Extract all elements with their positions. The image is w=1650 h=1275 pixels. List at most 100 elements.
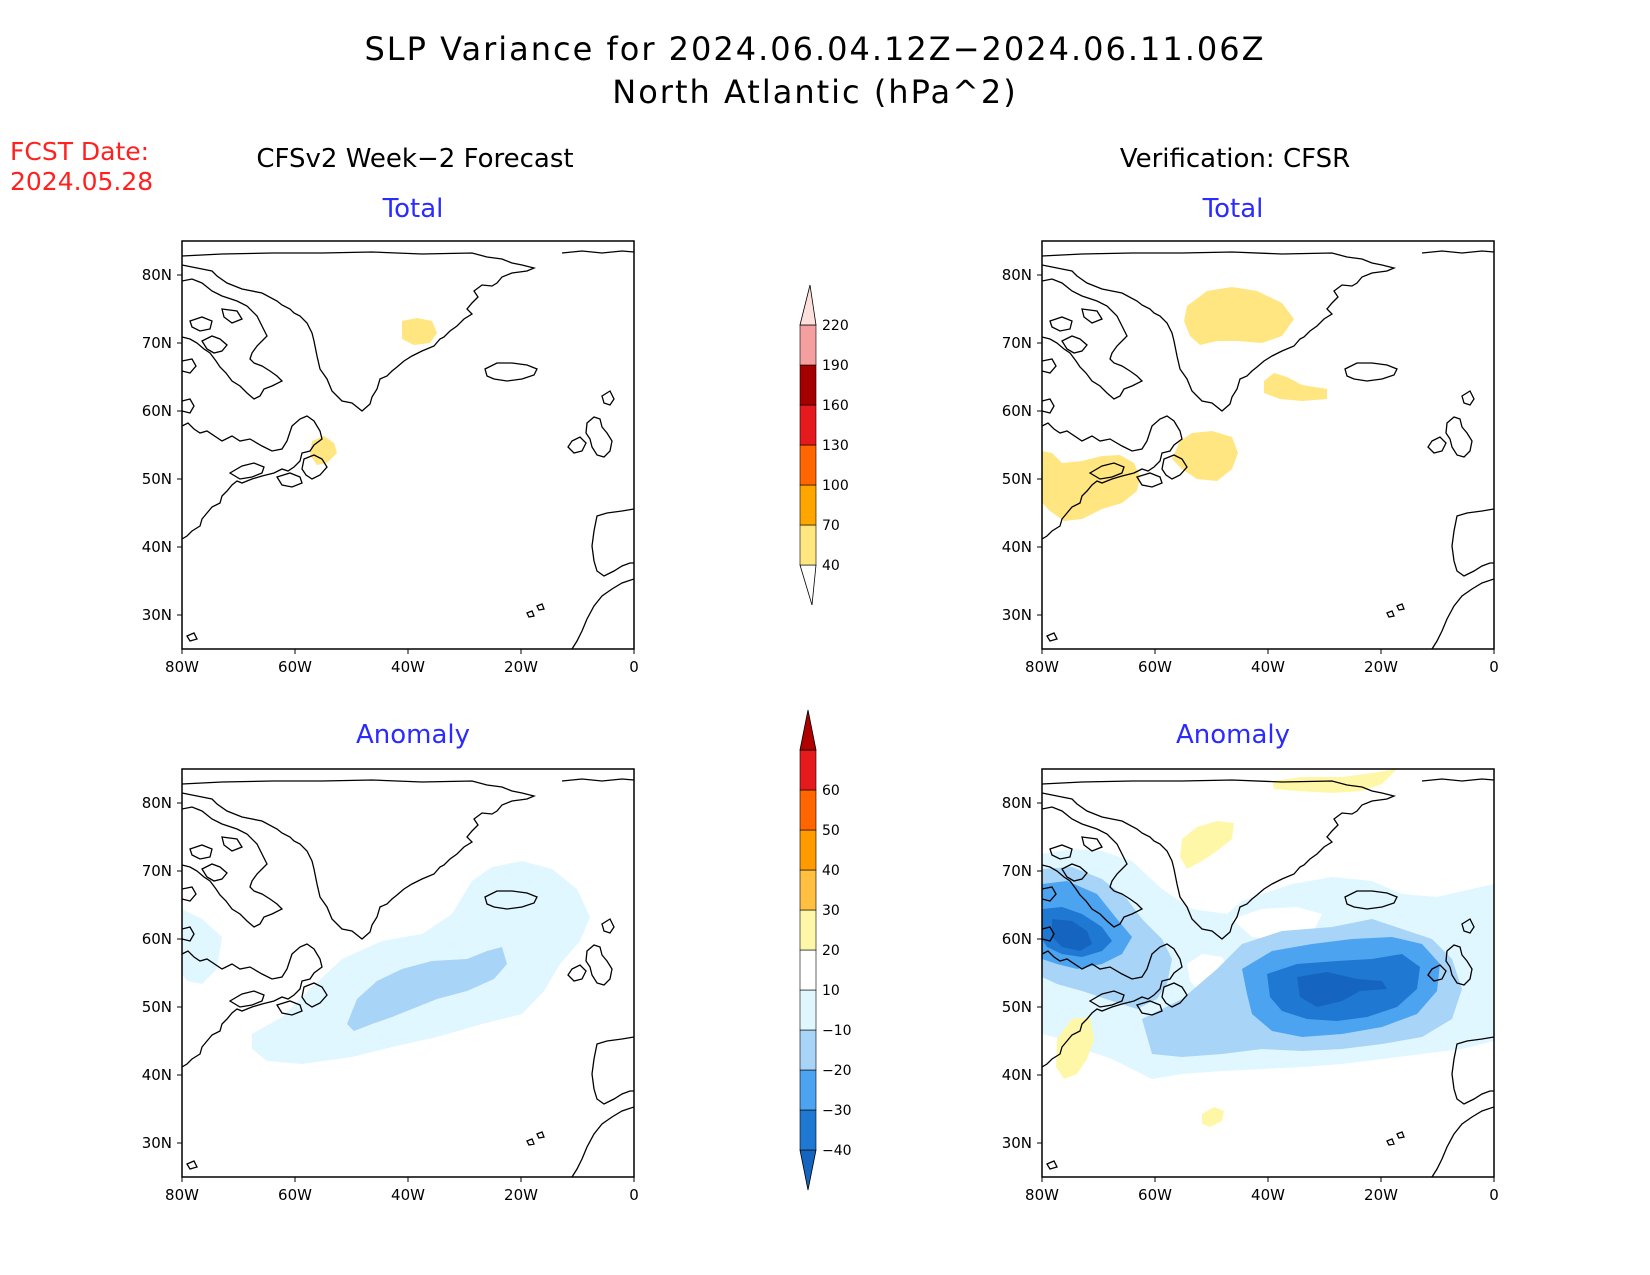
colorbar-level-label: −30 (822, 1103, 852, 1119)
lon-tick-label: 60W (1138, 658, 1172, 676)
lon-tick-label: 0 (629, 1186, 639, 1204)
colorbar-level-label: 220 (822, 318, 849, 334)
lon-tick-label: 40W (1251, 1186, 1285, 1204)
shade-region (1172, 431, 1238, 481)
panel-title-bottom-right: Anomaly (1176, 720, 1290, 750)
lon-tick-label: 20W (1364, 658, 1398, 676)
colorbar-segment (799, 484, 817, 526)
colorbar-level-label: 20 (822, 943, 840, 959)
colorbar-level-label: 30 (822, 903, 840, 919)
colorbar-segment (799, 909, 817, 951)
lon-tick-label: 0 (1489, 1186, 1499, 1204)
map-panel-forecast-anomaly (181, 768, 635, 1178)
shade-region (1297, 972, 1387, 1007)
shade-region (1180, 821, 1234, 869)
lat-tick-label: 70N (1002, 862, 1032, 880)
colorbar-segment (799, 1109, 817, 1151)
colorbar-segment (799, 989, 817, 1031)
lat-tick-label: 50N (1002, 470, 1032, 488)
lon-tick-label: 60W (1138, 1186, 1172, 1204)
lon-tick-label: 0 (1489, 658, 1499, 676)
lat-tick-label: 30N (1002, 1134, 1032, 1152)
colorbar-segment (799, 829, 817, 871)
shade-region (402, 318, 437, 345)
colorbar-level-label: −40 (822, 1143, 852, 1159)
lon-tick-label: 80W (165, 1186, 199, 1204)
lon-tick-label: 80W (165, 658, 199, 676)
colorbar-level-label: −20 (822, 1063, 852, 1079)
lon-tick-label: 0 (629, 658, 639, 676)
colorbar-level-label: 100 (822, 478, 849, 494)
colorbar-level-label: −10 (822, 1023, 852, 1039)
lon-tick-label: 40W (391, 1186, 425, 1204)
lat-tick-label: 50N (1002, 998, 1032, 1016)
colorbar-level-label: 10 (822, 983, 840, 999)
lat-tick-label: 70N (142, 862, 172, 880)
colorbar-segment (799, 404, 817, 446)
lon-tick-label: 20W (1364, 1186, 1398, 1204)
lat-tick-label: 60N (142, 930, 172, 948)
map-frame (181, 240, 635, 650)
colorbar-tail (799, 564, 817, 606)
colorbar-segment (799, 1069, 817, 1111)
colorbar-segment (799, 444, 817, 486)
panel-title-bottom-left: Anomaly (356, 720, 470, 750)
figure-title-line2: North Atlantic (hPa^2) (612, 73, 1017, 111)
colorbar-segment (799, 749, 817, 791)
axis-labels: 80N 70N 60N 50N 40N 30N 80W 60W 40W 20W 0 80N 70N 60N… (142, 266, 1499, 1204)
lat-tick-label: 80N (142, 794, 172, 812)
lat-tick-label: 50N (142, 470, 172, 488)
lat-tick-label: 50N (142, 998, 172, 1016)
lon-tick-label: 80W (1025, 658, 1059, 676)
shade-region (1056, 1017, 1094, 1079)
shade-region (1052, 919, 1092, 951)
colorbar-level-label: 40 (822, 558, 840, 574)
shade-region (1184, 287, 1294, 345)
lat-tick-label: 70N (142, 334, 172, 352)
lat-tick-label: 30N (142, 1134, 172, 1152)
lon-tick-label: 80W (1025, 1186, 1059, 1204)
lat-tick-label: 80N (1002, 794, 1032, 812)
colorbar-level-label: 60 (822, 783, 840, 799)
map-panel-verification-total (1041, 240, 1495, 650)
lon-tick-label: 20W (504, 658, 538, 676)
colorbar-segment (799, 1029, 817, 1071)
panel-title-top-left: Total (382, 194, 444, 224)
colorbar-head (799, 284, 817, 326)
colorbar-segment (799, 869, 817, 911)
fcst-date-label: FCST Date: (10, 137, 149, 166)
figure-title-line1: SLP Variance for 2024.06.04.12Z−2024.06.… (364, 30, 1265, 68)
lat-tick-label: 30N (142, 606, 172, 624)
lon-tick-label: 60W (278, 658, 312, 676)
lat-tick-label: 30N (1002, 606, 1032, 624)
colorbar-tail (799, 1149, 817, 1191)
lon-tick-label: 40W (1251, 658, 1285, 676)
lat-tick-label: 70N (1002, 334, 1032, 352)
colorbar-segment (799, 524, 817, 566)
shade-region (1202, 1107, 1224, 1127)
colorbar-segment (799, 949, 817, 991)
column-title-right: Verification: CFSR (1120, 144, 1350, 174)
colorbar-anomaly: −40 −30 −20 −10 10 20 30 40 50 60 (799, 709, 852, 1191)
lat-tick-label: 40N (1002, 538, 1032, 556)
shade-region (182, 909, 222, 984)
panel-title-top-right: Total (1202, 194, 1264, 224)
lon-tick-label: 60W (278, 1186, 312, 1204)
colorbar-segment (799, 324, 817, 366)
lat-tick-label: 40N (1002, 1066, 1032, 1084)
colorbar-level-label: 160 (822, 398, 849, 414)
lat-tick-label: 60N (1002, 402, 1032, 420)
colorbar-total: 40 70 100 130 160 190 220 (799, 284, 849, 606)
fcst-date-value: 2024.05.28 (10, 167, 153, 196)
colorbar-segment (799, 789, 817, 831)
lon-tick-label: 20W (504, 1186, 538, 1204)
shade-region (252, 861, 590, 1064)
map-panel-forecast-total (181, 240, 635, 650)
lat-tick-label: 60N (142, 402, 172, 420)
map-panel-verification-anomaly (1041, 768, 1495, 1178)
shade-region (1264, 373, 1327, 401)
lon-tick-label: 40W (391, 658, 425, 676)
lat-tick-label: 40N (142, 538, 172, 556)
lat-tick-label: 80N (1002, 266, 1032, 284)
